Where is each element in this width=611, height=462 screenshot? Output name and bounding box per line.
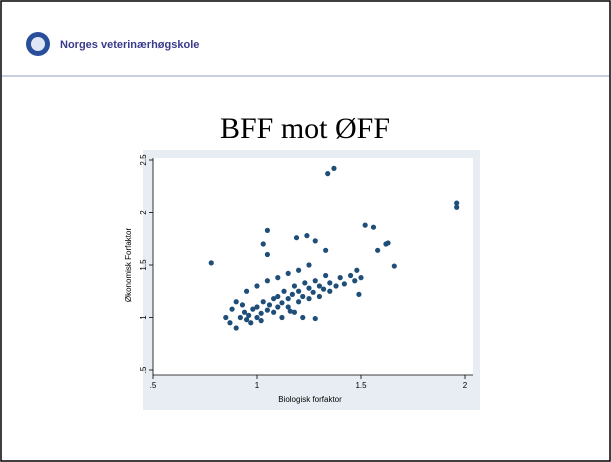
- x-tick-label: 1.5: [355, 381, 367, 390]
- point: [352, 278, 358, 284]
- point: [229, 306, 235, 312]
- point: [300, 314, 306, 321]
- point: [296, 299, 302, 305]
- point: [454, 204, 460, 210]
- point: [316, 283, 322, 289]
- y-tick-label: 2: [139, 210, 148, 215]
- point: [302, 280, 308, 286]
- point: [341, 281, 347, 287]
- point: [354, 267, 360, 273]
- point: [285, 304, 291, 310]
- point: [223, 314, 229, 321]
- point: [362, 222, 368, 228]
- point: [304, 233, 310, 239]
- point: [293, 235, 300, 241]
- y-tick-label: 1.5: [139, 259, 148, 271]
- point: [331, 165, 337, 171]
- x-tick-label: 2: [463, 381, 468, 390]
- point: [358, 275, 364, 281]
- point: [227, 320, 233, 326]
- point: [312, 315, 318, 322]
- point: [208, 260, 214, 266]
- point: [248, 320, 254, 326]
- y-tick-label: 1: [139, 315, 148, 320]
- point: [291, 309, 298, 315]
- point: [279, 300, 285, 306]
- point: [310, 289, 316, 295]
- y-axis-title: Økonomisk Forfaktor: [124, 228, 133, 303]
- point: [327, 288, 333, 294]
- x-axis-title: Biologisk forfaktor: [278, 395, 342, 404]
- point: [254, 314, 260, 321]
- point: [244, 317, 250, 323]
- point: [300, 293, 306, 300]
- point: [356, 291, 362, 297]
- point: [337, 275, 343, 281]
- point: [264, 251, 270, 258]
- point: [275, 275, 281, 281]
- point: [233, 299, 239, 305]
- logo-text: Norges veterinærhøgskole: [60, 39, 199, 51]
- point: [250, 306, 256, 312]
- point: [296, 288, 302, 294]
- point: [312, 238, 318, 244]
- point: [370, 224, 377, 230]
- point: [296, 267, 302, 273]
- point: [312, 278, 318, 284]
- point: [246, 312, 252, 318]
- point: [316, 293, 322, 300]
- point: [264, 307, 270, 313]
- point: [323, 247, 329, 253]
- point: [239, 302, 246, 308]
- point: [325, 171, 331, 177]
- point: [266, 302, 273, 308]
- plot-area: [153, 158, 473, 375]
- point: [260, 299, 266, 305]
- point: [291, 283, 298, 289]
- point: [306, 296, 312, 302]
- logo-inner: [31, 37, 45, 51]
- point: [289, 291, 295, 297]
- point: [237, 314, 243, 321]
- point: [260, 241, 266, 247]
- point: [287, 308, 293, 314]
- point: [275, 293, 281, 300]
- point: [333, 283, 339, 289]
- point: [306, 285, 312, 291]
- x-tick-label: .5: [150, 381, 157, 390]
- point: [391, 263, 397, 269]
- point: [454, 200, 460, 206]
- y-tick-label: .5: [139, 366, 148, 373]
- point: [327, 280, 333, 286]
- point: [285, 270, 291, 276]
- point: [258, 318, 264, 324]
- slide-title: BFF mot ØFF: [220, 112, 390, 145]
- point: [285, 296, 291, 302]
- point: [271, 296, 277, 302]
- point: [375, 247, 381, 253]
- y-tick-label: 2.5: [139, 154, 148, 166]
- point: [348, 272, 354, 279]
- point: [306, 262, 312, 268]
- point: [275, 304, 281, 310]
- point: [320, 286, 327, 292]
- point: [241, 309, 248, 315]
- point: [258, 310, 264, 316]
- point: [254, 304, 260, 310]
- x-tick-label: 1: [255, 381, 260, 390]
- point: [271, 309, 277, 315]
- point: [383, 241, 389, 247]
- point: [264, 278, 270, 284]
- point: [233, 325, 239, 331]
- point: [281, 288, 287, 294]
- point: [244, 288, 250, 294]
- point: [264, 227, 270, 233]
- point: [254, 283, 260, 289]
- point: [323, 272, 329, 279]
- point: [279, 314, 285, 321]
